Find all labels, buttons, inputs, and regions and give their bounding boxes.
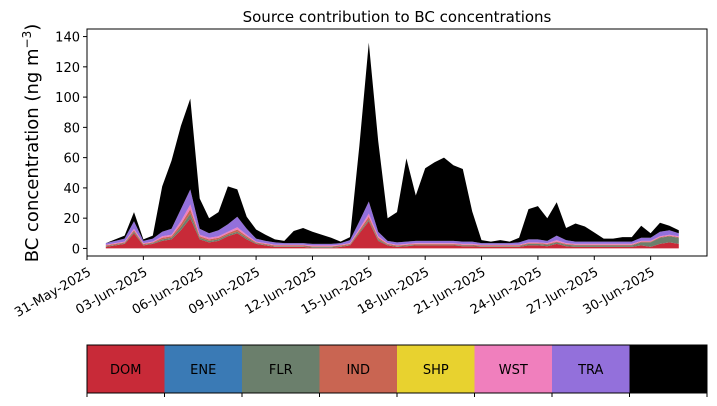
legend-swatch-tra xyxy=(552,345,630,393)
legend-swatch-shp xyxy=(397,345,475,393)
y-tick-label: 100 xyxy=(55,91,80,106)
x-axis: 31-May-202503-Jun-202506-Jun-202509-Jun-… xyxy=(12,256,658,321)
legend-label: SHP xyxy=(423,363,449,378)
chart-title: Source contribution to BC concentrations xyxy=(243,8,552,26)
y-tick-label: 0 xyxy=(72,242,80,257)
y-axis: 0 20 40 60 80 100 120 140 xyxy=(55,31,87,257)
legend-swatch-dom xyxy=(87,345,165,393)
legend-label: FLR xyxy=(269,363,293,378)
series-area-dom xyxy=(105,218,679,249)
y-axis-label-superscript: −3 xyxy=(20,31,34,49)
legend-label: IND xyxy=(346,363,370,378)
legend-label: BB xyxy=(659,363,677,378)
y-axis-label: BC concentration (ng m−3) xyxy=(20,24,43,263)
y-axis-label-close: ) xyxy=(22,24,43,31)
y-tick-label: 80 xyxy=(63,121,80,136)
legend: DOM ENE FLR IND SHP WST TRA BB xyxy=(86,344,708,397)
legend-swatch-ene xyxy=(164,345,242,393)
y-tick-label: 60 xyxy=(63,152,80,167)
y-axis-label-main: BC concentration (ng m xyxy=(22,48,43,262)
legend-swatch-ind xyxy=(319,345,397,393)
series-area-flr xyxy=(105,213,679,248)
plot-frame xyxy=(86,28,708,257)
plot-area xyxy=(105,42,679,249)
legend-label: DOM xyxy=(110,363,141,378)
y-tick-label: 20 xyxy=(63,212,80,227)
series-area-bb xyxy=(105,42,679,244)
y-tick-label: 140 xyxy=(55,31,80,46)
legend-swatch-wst xyxy=(474,345,552,393)
legend-label: ENE xyxy=(190,363,216,378)
legend-swatch-bb xyxy=(629,345,707,393)
legend-label: WST xyxy=(499,363,528,378)
series-area-tra xyxy=(105,189,679,246)
legend-swatch-flr xyxy=(242,345,320,393)
legend-label: TRA xyxy=(577,363,603,378)
y-tick-label: 120 xyxy=(55,61,80,76)
y-tick-label: 40 xyxy=(63,182,80,197)
